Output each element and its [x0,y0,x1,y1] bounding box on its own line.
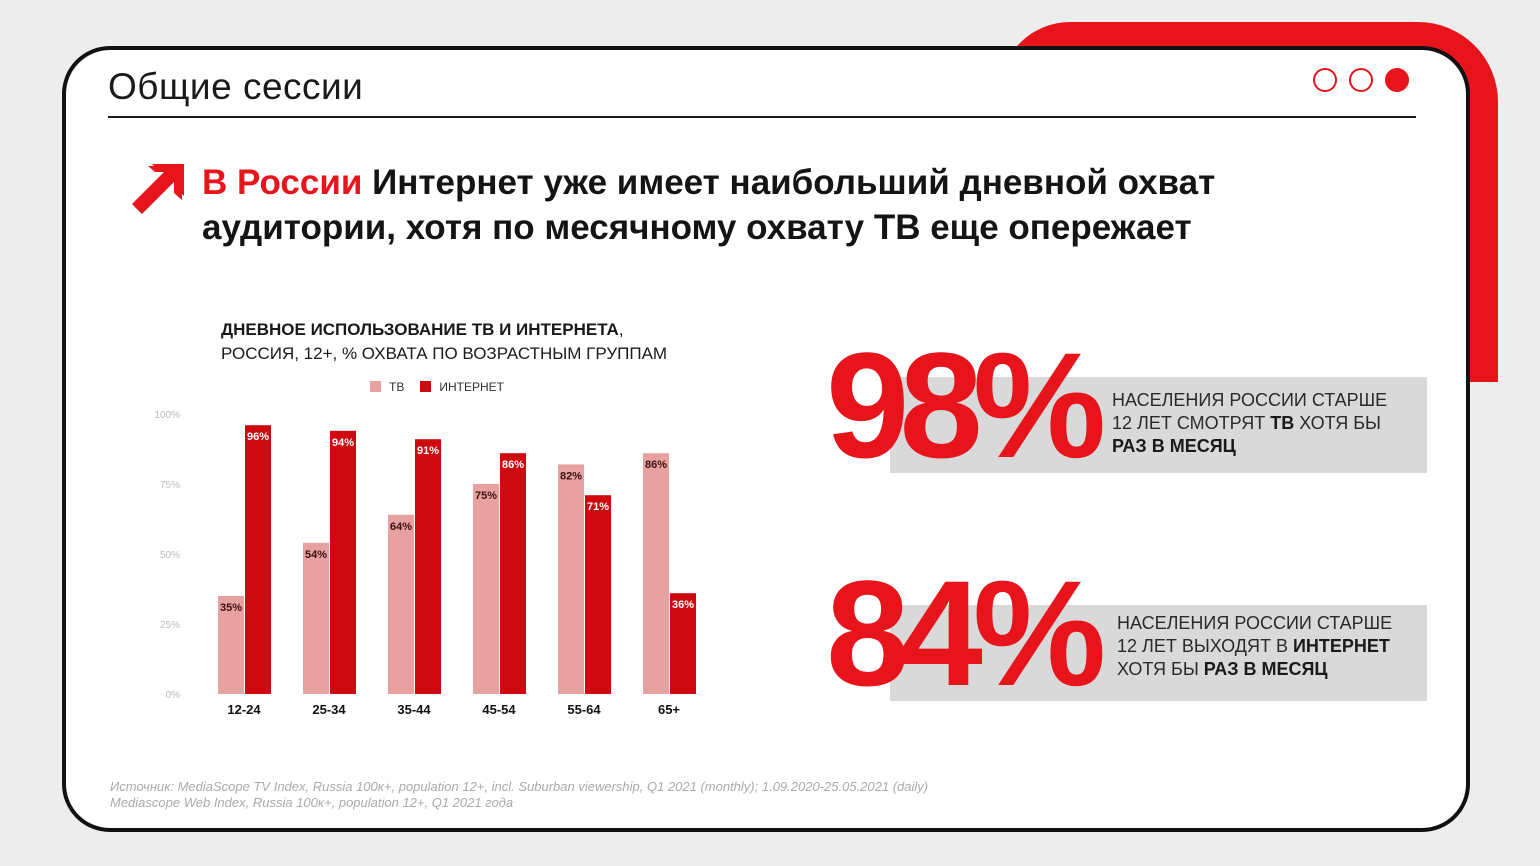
bar-tv [473,484,499,694]
bar-tv [303,542,329,694]
data-label: 86% [502,459,524,471]
x-tick-label: 35-44 [397,702,431,717]
bar-internet [670,593,696,694]
header-divider [108,116,1416,118]
chart-title-line2: РОССИЯ, 12+, % ОХВАТА ПО ВОЗРАСТНЫМ ГРУП… [221,344,668,363]
stat-text-internet: НАСЕЛЕНИЯ РОССИИ СТАРШЕ 12 ЛЕТ ВЫХОДЯТ В… [1117,612,1407,681]
bar-internet [415,439,441,694]
chart-title-line1: ДНЕВНОЕ ИСПОЛЬЗОВАНИЕ ТВ И ИНТЕРНЕТА [221,320,619,339]
indicator-dot-3-active [1385,68,1409,92]
legend-label-tv: ТВ [389,380,405,394]
data-label: 54% [305,549,327,561]
stat-text-part: ХОТЯ БЫ [1294,413,1381,433]
stat-box-tv [890,377,1427,473]
stat-value-internet: 84% [826,549,1106,717]
indicator-dot-2 [1349,68,1373,92]
legend-item-internet: ИНТЕРНЕТ [420,380,504,394]
source-line-2: Mediascope Web Index, Russia 100к+, popu… [110,795,514,810]
indicator-dot-1 [1313,68,1337,92]
headline-rest: Интернет уже имеет наибольший дневной ох… [202,163,1216,247]
data-label: 82% [560,470,582,482]
stat-text-part: НАСЕЛЕНИЯ РОССИИ СТАРШЕ 12 ЛЕТ ВЫХОДЯТ В [1117,613,1393,656]
source-note: Источник: MediaScope TV Index, Russia 10… [110,779,928,811]
x-tick-label: 65+ [658,702,680,717]
data-label: 75% [475,490,497,502]
data-label: 96% [247,431,269,443]
chart-title: ДНЕВНОЕ ИСПОЛЬЗОВАНИЕ ТВ И ИНТЕРНЕТА, РО… [221,318,667,366]
data-label: 35% [220,602,242,614]
bar-internet [585,495,611,694]
stat-text-part: РАЗ В МЕСЯЦ [1112,436,1236,456]
legend-item-tv: ТВ [370,380,404,394]
data-label: 64% [390,521,412,533]
bar-chart: 0% 25% 50% 75% 100% 35% 96% 12-24 54% 94% 25-34 64%… [154,410,696,717]
legend-label-internet: ИНТЕРНЕТ [439,380,504,394]
stat-text-part: ТВ [1270,413,1295,433]
stat-value-tv: 98% [826,321,1106,489]
data-label: 71% [587,501,609,513]
stat-text-part: ХОТЯ БЫ [1117,659,1204,679]
x-tick-label: 25-34 [312,702,346,717]
headline-highlight: В России [202,163,363,202]
legend-swatch-internet [420,381,432,392]
legend-swatch-tv [370,381,381,392]
source-line-1: Источник: MediaScope TV Index, Russia 10… [110,779,929,794]
x-tick-label: 12-24 [227,702,261,717]
chart-legend: ТВ ИНТЕРНЕТ [370,380,504,394]
y-tick-label: 75% [160,480,180,491]
bar-tv [218,596,244,694]
headline: В России Интернет уже имеет наибольший д… [202,160,1322,250]
data-label: 91% [417,445,439,457]
bar-internet [245,425,271,694]
bar-tv [643,453,669,694]
bar-internet [500,453,526,694]
chart-title-line1-suffix: , [618,320,624,339]
data-label: 86% [645,459,667,471]
bar-tv [388,514,414,694]
stat-text-part: РАЗ В МЕСЯЦ [1203,659,1328,679]
stat-box-internet [890,605,1427,701]
arrow-up-right-icon [132,164,184,214]
bar-tv [558,464,584,694]
page-title: Общие сессии [108,66,364,107]
slide-indicator [1313,68,1409,92]
stat-text-part: НАСЕЛЕНИЯ РОССИИ СТАРШЕ 12 ЛЕТ СМОТРЯТ [1112,390,1388,433]
stat-text-part: ИНТЕРНЕТ [1292,636,1390,656]
data-label: 36% [672,599,694,611]
y-tick-label: 100% [154,410,180,421]
x-tick-label: 55-64 [567,702,601,717]
bar-internet [330,430,356,694]
y-tick-label: 25% [160,620,180,631]
data-label: 94% [332,437,354,449]
y-tick-label: 0% [166,690,181,701]
y-tick-label: 50% [160,550,180,561]
stat-text-tv: НАСЕЛЕНИЯ РОССИИ СТАРШЕ 12 ЛЕТ СМОТРЯТ Т… [1112,389,1402,458]
x-tick-label: 45-54 [482,702,516,717]
